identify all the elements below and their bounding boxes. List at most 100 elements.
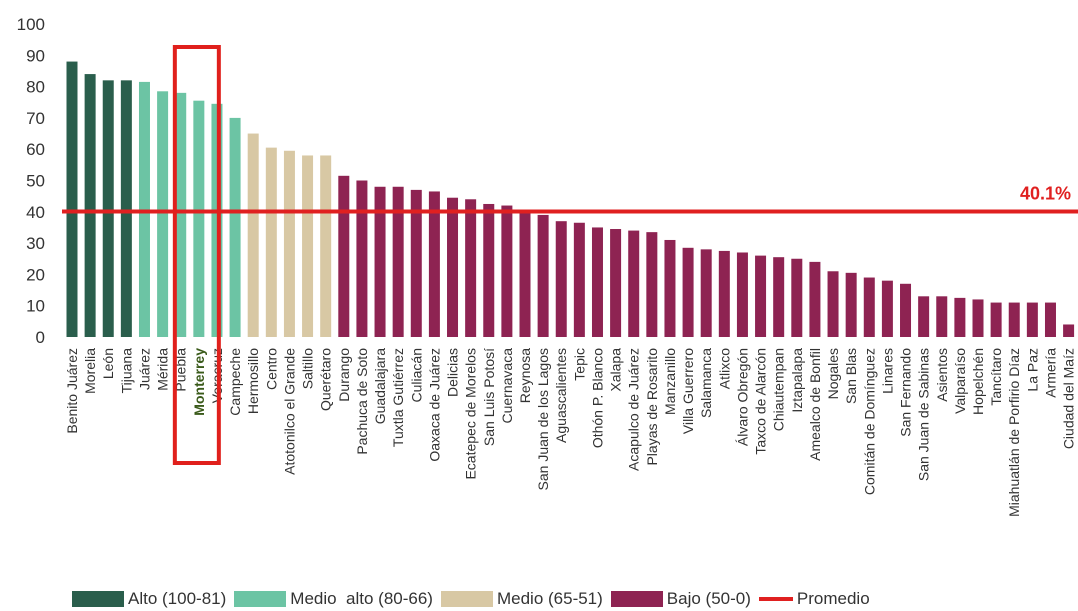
x-tick-label: Amealco de Bonfil — [807, 348, 823, 461]
y-tick-label: 30 — [26, 234, 45, 253]
x-tick-label: Pachuca de Soto — [354, 348, 370, 455]
x-tick-label: Morelia — [82, 348, 98, 394]
legend-label-medio-alto: Medio alto (80-66) — [290, 589, 433, 608]
legend-label-medio: Medio (65-51) — [496, 589, 603, 608]
x-tick-label: Guadalajara — [372, 348, 388, 424]
x-tick-label: San Fernando — [898, 348, 914, 437]
bars — [66, 61, 1075, 338]
x-tick-label: San Juan de los Lagos — [535, 348, 551, 490]
y-tick-label: 0 — [36, 328, 45, 347]
bar — [102, 80, 114, 337]
legend-label-promedio: Promedio — [796, 589, 870, 608]
x-tick-label: Manzanillo — [662, 348, 678, 415]
bar — [447, 197, 459, 337]
x-tick-label: Armería — [1042, 348, 1058, 398]
y-tick-label: 70 — [26, 109, 45, 128]
x-tick-label: Othón P. Blanco — [589, 348, 605, 448]
bar — [338, 175, 350, 337]
x-tick-label: Valparaíso — [952, 348, 968, 414]
x-tick-label: Playas de Rosarito — [644, 348, 660, 466]
bar — [483, 203, 495, 337]
x-tick-label: Benito Juárez — [64, 348, 80, 434]
x-tick-label: Atlixco — [716, 348, 732, 389]
legend-item-medio: Medio (65-51) — [440, 589, 603, 609]
bar — [392, 186, 404, 337]
bar — [755, 255, 767, 337]
bar — [157, 91, 169, 337]
legend-swatch-promedio — [758, 597, 793, 601]
bar — [428, 191, 440, 337]
bar — [229, 117, 241, 338]
x-tick-label: Xalapa — [608, 348, 624, 392]
bar — [881, 280, 893, 337]
x-tick-label: Chiautempan — [771, 348, 787, 431]
legend-item-bajo: Bajo (50-0) — [610, 589, 751, 609]
bar — [1044, 302, 1056, 337]
x-tick-label: Mérida — [155, 348, 171, 391]
x-tick-label: Tepic — [571, 348, 587, 381]
x-tick-label: Ecatepec de Morelos — [463, 348, 479, 480]
x-tick-label: Saltillo — [300, 348, 316, 389]
y-tick-label: 80 — [26, 78, 45, 97]
bar — [519, 213, 531, 337]
x-tick-label: Monterrey — [191, 348, 207, 416]
bar — [972, 299, 984, 337]
x-tick-label: Tijuana — [118, 348, 134, 394]
x-tick-label: Asientos — [934, 348, 950, 402]
bar — [664, 239, 676, 337]
bar — [845, 272, 857, 337]
bar — [320, 155, 332, 337]
y-tick-label: 10 — [26, 297, 45, 316]
bar — [718, 250, 730, 337]
x-tick-label: Miahuatlán de Porfirio Díaz — [1006, 348, 1022, 517]
bar — [863, 277, 875, 337]
y-tick-label: 90 — [26, 46, 45, 65]
bar — [84, 74, 96, 337]
bar — [954, 297, 966, 337]
x-tick-label: Hopelchén — [970, 348, 986, 415]
legend-swatch-medio — [440, 591, 493, 607]
x-tick-label: Durango — [336, 348, 352, 402]
highlight-group — [172, 45, 221, 465]
x-tick-label: Aguascalientes — [553, 348, 569, 443]
bar — [356, 180, 368, 337]
bar — [610, 229, 622, 337]
legend-item-medio-alto: Medio alto (80-66) — [234, 589, 433, 609]
x-tick-label: Oaxaca de Juárez — [426, 348, 442, 462]
x-tick-label: Hermosillo — [245, 348, 261, 414]
y-tick-label: 20 — [26, 265, 45, 284]
y-tick-label: 60 — [26, 140, 45, 159]
x-axis-labels: Benito Juárez Morelia León Tijuana Juárez Mér… — [64, 348, 1077, 517]
legend-swatch-bajo — [610, 591, 663, 607]
bar — [791, 258, 803, 337]
bar — [827, 271, 839, 337]
x-tick-label: León — [100, 348, 116, 379]
legend-item-promedio: Promedio — [758, 589, 870, 609]
y-tick-label: 100 — [17, 15, 45, 34]
bar — [936, 296, 948, 337]
x-tick-label: San Blas — [843, 348, 859, 404]
bar — [646, 232, 658, 337]
x-tick-label: San Luis Potosí — [481, 348, 497, 446]
bar — [465, 199, 477, 337]
bar — [736, 252, 748, 337]
bar — [501, 205, 513, 337]
x-tick-label: Culiacán — [408, 348, 424, 402]
bar — [537, 214, 549, 337]
bar — [1026, 302, 1038, 337]
bar — [175, 92, 187, 337]
bar — [990, 302, 1002, 337]
y-axis: 0 10 20 30 40 50 60 70 80 90 100 — [17, 15, 45, 347]
bar — [773, 257, 785, 337]
bar — [120, 80, 132, 337]
bar — [1008, 302, 1020, 337]
bar — [193, 100, 205, 337]
x-tick-label: Villa Guerrero — [680, 348, 696, 434]
x-tick-label: Iztapalapa — [789, 348, 805, 413]
highlight-box — [172, 45, 221, 465]
x-tick-label: La Paz — [1024, 348, 1040, 392]
bar — [247, 133, 259, 337]
legend-label-bajo: Bajo (50-0) — [666, 589, 751, 608]
average-line-group: 40.1% — [62, 183, 1078, 214]
